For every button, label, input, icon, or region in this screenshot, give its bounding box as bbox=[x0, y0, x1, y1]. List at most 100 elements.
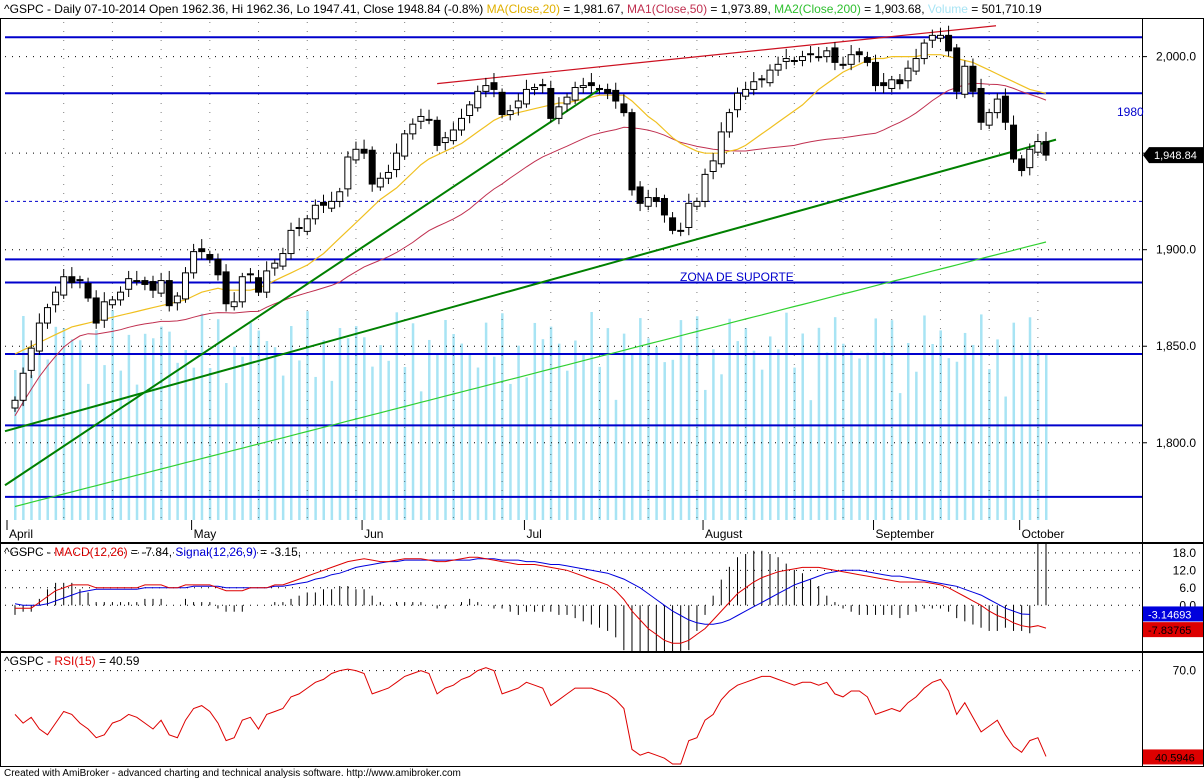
volume-bar bbox=[671, 359, 675, 520]
volume-bar bbox=[768, 336, 772, 520]
candle-body bbox=[368, 149, 376, 185]
volume-bar bbox=[119, 370, 123, 520]
volume-bar bbox=[265, 341, 269, 520]
candle-body bbox=[35, 322, 43, 352]
candle-body bbox=[904, 67, 912, 82]
volume-bar bbox=[208, 368, 212, 520]
volume-bar bbox=[785, 312, 788, 520]
candle-body bbox=[547, 87, 555, 119]
volume-bar bbox=[923, 315, 926, 520]
volume-bar bbox=[290, 326, 293, 520]
channel-top-line bbox=[437, 25, 997, 85]
volume-bar bbox=[338, 328, 342, 520]
candle-body bbox=[823, 50, 831, 58]
volume-bar bbox=[557, 343, 561, 520]
volume-bar bbox=[346, 338, 350, 520]
candle-body bbox=[766, 69, 774, 84]
candle-body bbox=[961, 65, 969, 95]
candle-body bbox=[287, 229, 295, 255]
volume-bar bbox=[387, 360, 390, 520]
volume-bar bbox=[476, 367, 480, 520]
volume-bar bbox=[874, 318, 878, 520]
volume-bar bbox=[306, 311, 309, 520]
macd-line bbox=[15, 556, 1047, 644]
rsi-pane: ^GSPC - RSI(15) = 40.59 70.0 40.5946 bbox=[0, 652, 1204, 767]
candle-body bbox=[441, 137, 449, 144]
annotation-1980: 1980 bbox=[1117, 105, 1144, 119]
volume-bar bbox=[744, 328, 748, 520]
volume-bar bbox=[996, 339, 999, 520]
candles bbox=[11, 25, 1050, 412]
candle-body bbox=[798, 56, 806, 61]
candle-body bbox=[587, 82, 595, 87]
volume-bar bbox=[111, 310, 114, 520]
volume-bar bbox=[549, 326, 553, 520]
candle-body bbox=[579, 85, 587, 89]
candle-body bbox=[328, 200, 336, 209]
volume-value: = 501,710.19 bbox=[967, 2, 1042, 16]
volume-bar bbox=[444, 319, 447, 520]
candle-body bbox=[344, 156, 352, 190]
candle-body bbox=[725, 112, 733, 133]
candle-body bbox=[214, 258, 222, 276]
volume-bar bbox=[566, 370, 569, 520]
symbol-info: ^GSPC - Daily 07-10-2014 Open 1962.36, H… bbox=[4, 2, 484, 16]
volume-bars bbox=[14, 310, 1048, 520]
candle-body bbox=[457, 117, 465, 131]
volume-bar bbox=[971, 344, 975, 520]
volume-bar bbox=[947, 358, 951, 520]
candle-body bbox=[514, 100, 522, 109]
volume-bar bbox=[363, 337, 366, 520]
volume-bar bbox=[712, 349, 715, 520]
last-price-tag bbox=[1143, 147, 1203, 164]
candle-body bbox=[303, 218, 311, 232]
volume-bar bbox=[30, 375, 33, 520]
candle-body bbox=[888, 79, 896, 89]
price-y-tick-label: 1,800.0 bbox=[1156, 436, 1196, 450]
candle-body bbox=[360, 148, 368, 154]
volume-bar bbox=[184, 350, 187, 520]
candle-body bbox=[677, 229, 685, 232]
volume-bar bbox=[103, 365, 106, 520]
trendline-long bbox=[4, 138, 1057, 433]
candle-body bbox=[76, 279, 84, 282]
volume-bar bbox=[866, 352, 869, 520]
candle-body bbox=[734, 92, 742, 111]
candle-body bbox=[531, 87, 539, 90]
macd-label: MACD(12,26) bbox=[54, 545, 128, 559]
volume-bar bbox=[314, 376, 317, 520]
volume-bar bbox=[525, 377, 528, 520]
volume-bar bbox=[54, 326, 58, 520]
candle-body bbox=[19, 372, 27, 401]
candle-body bbox=[742, 88, 750, 97]
candle-body bbox=[1018, 158, 1026, 172]
candle-body bbox=[149, 281, 157, 291]
candle-body bbox=[352, 148, 360, 161]
candle-body bbox=[1001, 95, 1009, 123]
macd-chart: 0.06.012.018.0-3.14693-7.83765 bbox=[0, 543, 1204, 652]
volume-bar bbox=[371, 366, 374, 520]
candle-body bbox=[52, 291, 60, 306]
candle-body bbox=[669, 217, 677, 231]
volume-bar bbox=[801, 333, 804, 520]
volume-bar bbox=[955, 361, 959, 520]
candle-body bbox=[855, 51, 863, 56]
volume-bar bbox=[216, 319, 220, 520]
candle-body bbox=[409, 123, 417, 135]
rsi-value-label: 40.5946 bbox=[1155, 752, 1195, 764]
volume-bar bbox=[704, 389, 707, 520]
volume-bar bbox=[541, 339, 545, 520]
candle-body bbox=[977, 87, 985, 123]
annotation-zona-suporte: ZONA DE SUPORTE bbox=[680, 270, 794, 284]
candle-body bbox=[750, 81, 758, 90]
candle-body bbox=[376, 177, 384, 188]
signal-label: Signal(12,26,9) bbox=[175, 545, 257, 559]
rsi-value: = 40.59 bbox=[95, 654, 140, 668]
volume-bar bbox=[403, 366, 407, 520]
candle-body bbox=[872, 61, 880, 87]
candle-body bbox=[1034, 141, 1042, 153]
candle-body bbox=[660, 198, 668, 216]
candle-body bbox=[993, 98, 1001, 114]
volume-bar bbox=[200, 313, 204, 520]
volume-bar bbox=[225, 383, 228, 520]
